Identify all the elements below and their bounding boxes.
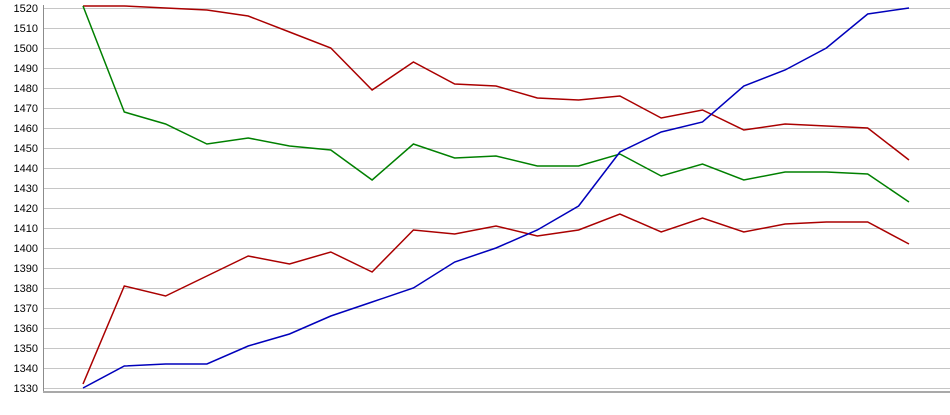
y-axis-tick-label: 1510: [14, 23, 38, 35]
y-axis-tick-label: 1420: [14, 203, 38, 215]
y-axis-tick-label: 1350: [14, 343, 38, 355]
y-axis-tick-label: 1480: [14, 83, 38, 95]
y-axis-tick-label: 1370: [14, 303, 38, 315]
y-axis-tick-label: 1400: [14, 243, 38, 255]
series-blue: [82, 7, 910, 389]
y-axis-tick-label: 1470: [14, 103, 38, 115]
series-green: [82, 5, 910, 203]
y-axis-tick-label: 1360: [14, 323, 38, 335]
y-axis-tick-label: 1440: [14, 163, 38, 175]
y-axis-tick-label: 1340: [14, 363, 38, 375]
series-lower-red: [82, 213, 910, 385]
y-axis-tick-label: 1380: [14, 283, 38, 295]
y-axis-tick-label: 1330: [14, 383, 38, 395]
y-axis-tick-label: 1430: [14, 183, 38, 195]
y-axis-tick-label: 1460: [14, 123, 38, 135]
y-axis-tick-label: 1410: [14, 223, 38, 235]
y-axis-tick-label: 1450: [14, 143, 38, 155]
y-axis-tick-label: 1390: [14, 263, 38, 275]
y-axis-tick-label: 1520: [14, 3, 38, 15]
y-axis-tick-label: 1490: [14, 63, 38, 75]
y-axis-tick-label: 1500: [14, 43, 38, 55]
series-upper-red: [83, 5, 910, 161]
